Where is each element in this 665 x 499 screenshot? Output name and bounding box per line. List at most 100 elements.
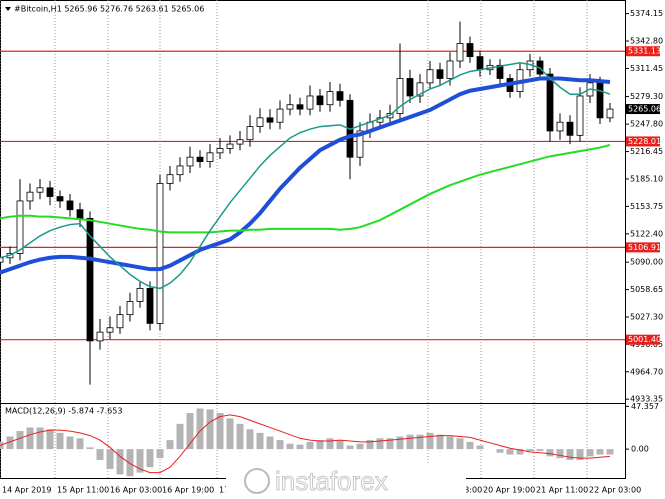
macd-histogram-bar (256, 432, 264, 450)
candle-body (436, 69, 444, 79)
macd-histogram-bar (36, 427, 44, 450)
macd-histogram-bar (536, 449, 544, 451)
moving-average (0, 143, 611, 234)
candle-body (476, 56, 484, 71)
watermark-group: instaforex (226, 464, 466, 497)
moving-average (0, 76, 611, 275)
macd-histogram-bar (196, 408, 204, 450)
candle-body (336, 91, 344, 101)
candle-body (0, 257, 4, 263)
macd-histogram-bar (576, 449, 584, 460)
x-tick-label: 15 Apr 11:00 (57, 486, 109, 495)
x-tick-label: 20 Apr 19:00 (483, 486, 535, 495)
macd-histogram-bar (446, 436, 454, 450)
y-tick-label: 5342.80 (630, 37, 663, 46)
y-tick-label: 5058.65 (630, 285, 663, 294)
macd-histogram-bar (496, 449, 504, 453)
level-label-bg (626, 46, 660, 57)
y-tick-label: 5216.45 (630, 147, 663, 156)
macd-histogram-bar (166, 440, 174, 450)
y-tick-label: 5311.45 (630, 64, 663, 73)
macd-histogram-bar (396, 436, 404, 450)
macd-histogram-bar (226, 418, 234, 450)
macd-histogram-bar (546, 449, 554, 457)
candle-body (206, 152, 214, 162)
macd-histogram-bar (236, 423, 244, 450)
macd-histogram-bar (186, 413, 194, 450)
watermark-bg (226, 464, 466, 497)
candle-body (326, 91, 334, 106)
level-label: 5001.40 (628, 335, 661, 344)
macd-histogram-bar (506, 449, 514, 455)
y-tick-label: 4964.70 (630, 367, 663, 376)
macd-histogram-bar (276, 440, 284, 450)
candle-body (606, 108, 614, 119)
macd-histogram-bar (586, 449, 594, 457)
candle-body (76, 209, 84, 219)
macd-histogram-bar (386, 438, 394, 450)
macd-histogram-bar (296, 444, 304, 450)
macd-histogram-bar (426, 432, 434, 450)
x-tick-label: 14 Apr 2019 (2, 486, 51, 495)
candle-body (316, 95, 324, 106)
candle-body (106, 327, 114, 333)
watermark: instaforex (275, 466, 388, 496)
x-tick-label: 16 Apr 03:00 (110, 486, 162, 495)
macd-histogram-bar (76, 438, 84, 450)
y-tick-label: 5090.00 (630, 258, 663, 267)
macd-histogram-bar (46, 429, 54, 450)
macd-histogram-bar (456, 438, 464, 450)
macd-histogram-bar (106, 449, 114, 469)
candle-body (216, 148, 224, 154)
candle-body (126, 301, 134, 316)
chart-title: #Bitcoin,H1 5265.96 5276.76 5263.61 5265… (14, 5, 204, 14)
candle-body (86, 218, 94, 342)
macd-histogram-bar (66, 436, 74, 450)
watermark-icon (244, 468, 270, 494)
y-tick-label: 4933.35 (630, 395, 663, 404)
candle-body (406, 78, 414, 97)
candle-body (166, 174, 174, 184)
macd-histogram-bar (346, 445, 354, 450)
candle-body (546, 73, 554, 132)
candle-body (396, 78, 404, 114)
macd-histogram-bar (56, 432, 64, 450)
macd-histogram-bar (556, 449, 564, 459)
dropdown-icon (5, 7, 11, 11)
y-tick-label: 5153.75 (630, 202, 663, 211)
y-tick-label: 5185.10 (630, 174, 663, 183)
macd-histogram-bar (96, 449, 104, 460)
candle-body (276, 108, 284, 123)
level-label: 5106.91 (628, 243, 661, 252)
y-tick-label: 5247.80 (630, 120, 663, 129)
candle-body (36, 187, 44, 193)
macd-histogram-bar (436, 434, 444, 450)
level-label-bg (626, 334, 660, 345)
candle-body (356, 130, 364, 158)
candle-body (496, 64, 504, 79)
candle-body (16, 200, 24, 254)
macd-histogram-bar (526, 449, 534, 451)
level-label: 5228.01 (628, 137, 661, 146)
y-tick-label: 5027.30 (630, 313, 663, 322)
candle-body (146, 288, 154, 324)
candle-body (226, 143, 234, 149)
macd-histogram-bar (86, 447, 94, 450)
level-label-bg (626, 136, 660, 147)
candle-body (416, 82, 424, 97)
macd-histogram-bar (316, 440, 324, 450)
candle-body (26, 191, 34, 202)
macd-histogram-bar (146, 449, 154, 468)
macd-histogram-bar (366, 440, 374, 450)
y-tick-label: 5374.15 (630, 9, 663, 18)
candle-body (596, 82, 604, 119)
candle-body (456, 43, 464, 62)
candle-body (266, 117, 274, 123)
macd-histogram-bar (206, 409, 214, 450)
candle-body (566, 121, 574, 136)
macd-histogram-bar (406, 434, 414, 450)
macd-histogram-bar (466, 441, 474, 450)
macd-histogram-bar (516, 449, 524, 455)
candle-body (426, 69, 434, 84)
